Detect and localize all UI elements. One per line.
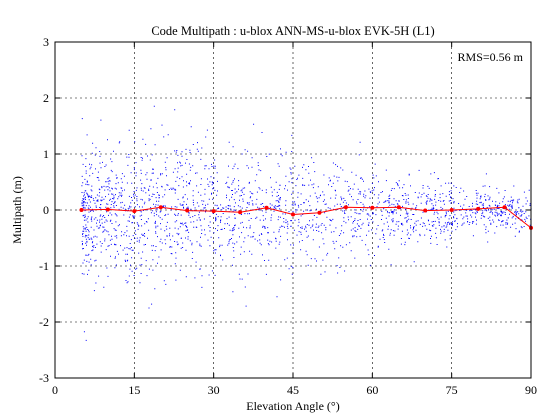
mean-point (423, 208, 428, 213)
scatter-point-cloud (81, 105, 532, 341)
y-tick-label: 1 (43, 147, 49, 161)
mean-point (238, 210, 243, 215)
x-axis-label: Elevation Angle (°) (246, 399, 339, 413)
mean-point (105, 207, 110, 212)
x-tick-label: 0 (52, 383, 58, 397)
mean-point (132, 209, 137, 214)
x-tick-label: 30 (208, 383, 220, 397)
x-tick-label: 45 (287, 383, 299, 397)
y-axis-ticks: -3 -2 -1 0 1 2 3 (39, 35, 531, 385)
mean-point (291, 212, 295, 217)
mean-point (185, 208, 190, 213)
mean-point (79, 208, 84, 212)
mean-point (476, 206, 481, 211)
chart-title: Code Multipath : u-blox ANN-MS-u-blox EV… (151, 24, 434, 38)
y-tick-label: 3 (43, 35, 49, 49)
x-axis-ticks: 0 15 30 45 60 75 90 (52, 42, 537, 397)
y-tick-label: 0 (43, 203, 49, 217)
mean-point (502, 205, 507, 210)
mean-point (317, 210, 322, 215)
x-tick-label: 15 (128, 383, 140, 397)
y-tick-label: -1 (39, 259, 49, 273)
y-tick-label: -2 (39, 315, 49, 329)
mean-line (81, 206, 532, 229)
mean-point (343, 205, 348, 210)
mean-point (211, 209, 216, 214)
x-tick-label: 75 (446, 383, 458, 397)
y-tick-label: 2 (43, 91, 49, 105)
scatter-points (81, 105, 532, 341)
x-tick-label: 60 (366, 383, 378, 397)
y-axis-label: Multipath (m) (10, 176, 24, 244)
mean-point (264, 205, 269, 210)
mean-series (79, 205, 533, 230)
mean-point (396, 205, 401, 210)
rms-annotation: RMS=0.56 m (458, 50, 524, 64)
mean-point (449, 208, 454, 212)
mean-point (370, 205, 375, 210)
mean-point (158, 205, 163, 210)
x-tick-label: 90 (525, 383, 537, 397)
y-tick-label: -3 (39, 371, 49, 385)
